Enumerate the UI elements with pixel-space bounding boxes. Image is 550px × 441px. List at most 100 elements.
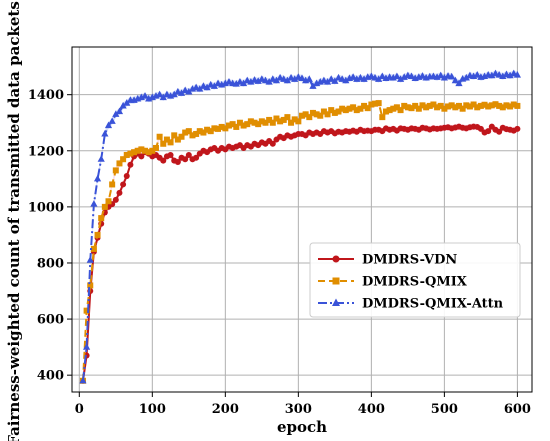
data-point <box>386 107 393 114</box>
x-tick-label: 400 <box>358 402 385 417</box>
data-point <box>513 71 521 78</box>
data-point <box>455 79 463 87</box>
legend-item: DMDRS-QMIX <box>318 275 468 290</box>
data-point <box>200 129 207 136</box>
data-point <box>123 151 130 158</box>
data-point <box>193 130 200 137</box>
data-point <box>309 109 316 116</box>
data-point <box>473 71 481 78</box>
data-point <box>441 105 448 112</box>
data-point <box>167 139 174 146</box>
x-tick-label: 500 <box>431 402 458 417</box>
data-point <box>119 101 127 109</box>
x-tick-label: 100 <box>139 402 166 417</box>
data-point <box>507 103 514 110</box>
data-point <box>112 196 119 203</box>
data-point <box>210 82 218 89</box>
data-point <box>182 156 189 163</box>
data-point <box>434 104 441 111</box>
data-point <box>466 103 473 110</box>
y-axis-label: Fairness-weighted count of transmitted d… <box>5 1 23 441</box>
data-point <box>105 198 112 205</box>
data-point <box>317 112 324 119</box>
data-point <box>244 121 251 128</box>
data-point <box>375 100 382 107</box>
data-point <box>185 87 193 95</box>
data-point <box>342 76 350 84</box>
data-point <box>440 73 448 81</box>
data-point <box>400 73 408 80</box>
data-point <box>324 111 331 118</box>
legend-marker <box>332 298 340 306</box>
data-point <box>331 109 338 116</box>
data-point <box>412 102 419 109</box>
data-point <box>104 121 113 129</box>
data-point <box>426 102 433 109</box>
data-point <box>342 107 349 114</box>
data-point <box>474 104 481 111</box>
data-point <box>451 76 459 84</box>
data-point <box>430 101 437 108</box>
data-point <box>437 71 445 79</box>
data-point <box>159 93 167 101</box>
data-point <box>101 203 108 210</box>
data-point <box>112 110 120 117</box>
data-point <box>251 119 258 126</box>
data-point <box>174 159 181 165</box>
data-point <box>378 72 386 80</box>
data-point <box>101 129 109 137</box>
data-point <box>445 103 452 110</box>
data-point <box>470 101 477 108</box>
data-point <box>313 111 320 118</box>
data-point <box>272 76 281 84</box>
data-point <box>506 71 514 79</box>
legend-label: DMDRS-QMIX-Attn <box>362 297 504 312</box>
legend-label: DMDRS-QMIX <box>362 275 468 290</box>
y-tick-label: 400 <box>37 369 64 384</box>
data-point <box>193 154 200 161</box>
data-point <box>401 102 408 109</box>
x-tick-label: 200 <box>212 402 239 417</box>
data-point <box>485 128 492 135</box>
data-point <box>116 160 123 167</box>
data-point <box>131 149 138 156</box>
legend-item: DMDRS-QMIX-Attn <box>318 297 504 312</box>
data-point <box>298 74 306 82</box>
data-point <box>120 181 127 188</box>
data-point <box>510 101 517 108</box>
data-point <box>327 75 335 82</box>
data-point <box>203 83 211 91</box>
data-point <box>204 126 211 133</box>
y-tick-label: 600 <box>37 313 64 328</box>
data-point <box>138 153 145 160</box>
data-point <box>141 92 149 99</box>
data-point <box>207 128 214 135</box>
legend-marker <box>332 277 340 285</box>
data-point <box>255 121 262 128</box>
data-point <box>83 343 91 350</box>
data-point <box>448 72 456 80</box>
data-point <box>116 189 123 196</box>
data-point <box>90 200 98 207</box>
data-point <box>295 118 302 125</box>
data-point <box>233 123 240 130</box>
data-point <box>247 118 254 125</box>
data-point <box>496 128 503 135</box>
data-point <box>397 107 404 114</box>
data-point <box>109 181 116 188</box>
data-point <box>346 105 353 112</box>
data-point <box>463 102 470 109</box>
y-tick-label: 1200 <box>28 144 64 159</box>
y-axis-ticks: 400 600 800 1000 1200 1400 <box>28 88 72 384</box>
data-point <box>182 129 189 136</box>
data-point <box>407 72 416 80</box>
data-point <box>222 125 229 132</box>
data-point <box>396 75 405 82</box>
data-point <box>372 100 379 107</box>
data-point <box>225 122 232 129</box>
data-point <box>357 105 364 112</box>
data-point <box>167 151 174 158</box>
data-point <box>404 104 411 111</box>
data-point <box>328 107 335 114</box>
